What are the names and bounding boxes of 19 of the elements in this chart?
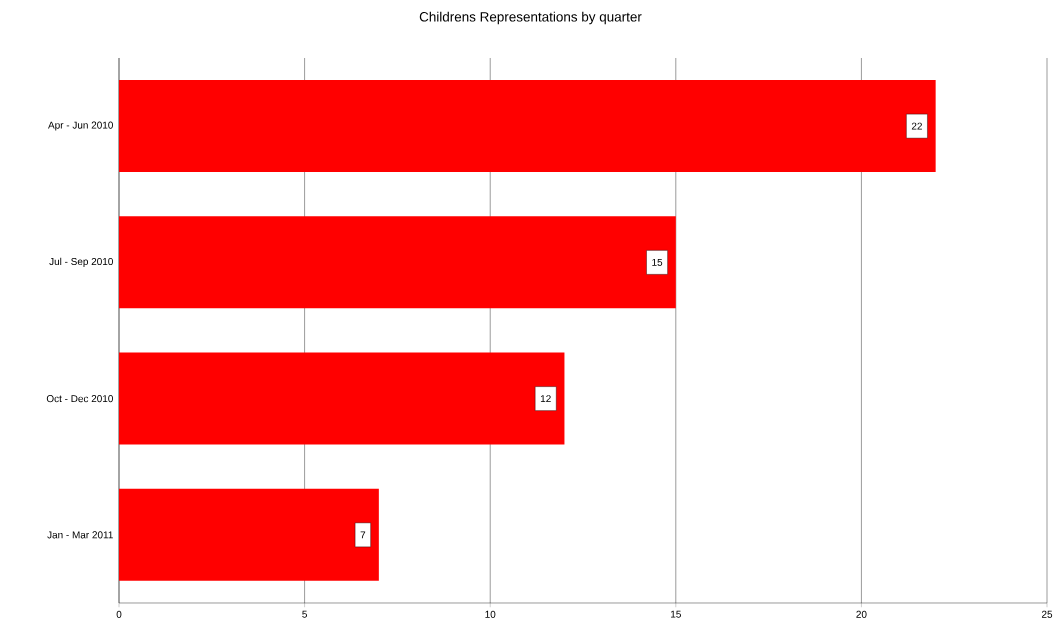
y-tick-label: Apr - Jun 2010 [48,121,113,131]
bar [119,216,676,309]
x-tick-label: 25 [1041,610,1053,618]
x-tick-label: 5 [302,610,307,618]
x-tick-label: 20 [856,610,867,618]
chart-title: Childrens Representations by quarter [419,11,642,25]
x-tick-label: 15 [671,610,681,618]
data-label: 22 [911,122,922,130]
y-tick-label: Jul - Sep 2010 [49,257,113,268]
x-tick-label: 0 [116,610,122,618]
bar [119,488,379,581]
bar [119,80,936,173]
x-tick-label: 10 [485,610,496,618]
y-tick-label: Oct - Dec 2010 [46,395,113,403]
bar [119,352,565,445]
data-label: 12 [540,395,551,403]
y-tick-label: Jan - Mar 2011 [47,531,113,539]
data-label: 15 [652,258,663,266]
data-label: 7 [360,531,366,539]
